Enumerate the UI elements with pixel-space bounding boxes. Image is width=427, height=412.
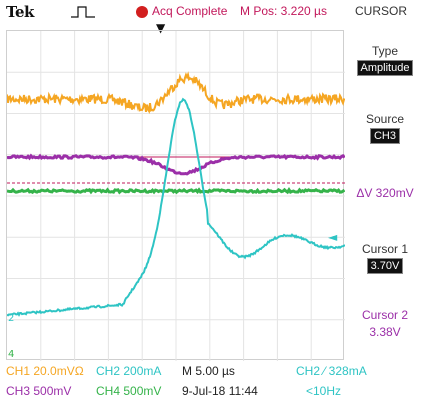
status-header: Tek Acq Complete M Pos: 3.220 µs CURSOR … bbox=[0, 0, 427, 34]
ch3-waveform bbox=[7, 153, 345, 176]
acquisition-status: Acq Complete bbox=[152, 4, 228, 18]
cursor2-label: Cursor 2 bbox=[361, 308, 408, 322]
cursor1-menu-item[interactable]: Cursor 1 3.70V bbox=[346, 242, 424, 274]
ch2-ground-marker: 2 bbox=[8, 313, 14, 324]
cursor2-menu-item[interactable]: Cursor 2 3.38V bbox=[346, 308, 424, 339]
timebase[interactable]: M 5.00 µs bbox=[182, 364, 235, 378]
type-menu-item[interactable]: Type Amplitude bbox=[346, 44, 424, 76]
ch2-scale[interactable]: CH2 200mA bbox=[96, 364, 162, 378]
date-time: 9-Jul-18 11:44 bbox=[182, 384, 258, 398]
ch1-waveform bbox=[7, 71, 345, 115]
acquisition-status-icon bbox=[136, 6, 148, 18]
waveform-display[interactable]: 2 4 ◄ bbox=[6, 30, 345, 361]
cursor2-value: 3.38V bbox=[369, 325, 401, 339]
type-label: Type bbox=[371, 44, 398, 58]
cursor1-value: 3.70V bbox=[366, 258, 404, 274]
ch2-waveform bbox=[7, 97, 345, 317]
menu-title: CURSOR bbox=[355, 4, 408, 18]
brand-logo: Tek bbox=[6, 3, 34, 21]
graticule bbox=[7, 31, 345, 361]
horizontal-position: M Pos: 3.220 µs bbox=[240, 4, 327, 18]
ch4-scale[interactable]: CH4 500mV bbox=[96, 384, 162, 398]
source-value: CH3 bbox=[369, 128, 400, 144]
trigger-position-marker: ▼ bbox=[156, 21, 166, 35]
source-label: Source bbox=[365, 112, 405, 126]
ch4-waveform bbox=[7, 187, 345, 195]
trigger-frequency: <10Hz bbox=[306, 384, 342, 398]
ch2-trigger-level-marker: ◄ bbox=[328, 230, 338, 244]
source-menu-item[interactable]: Source CH3 bbox=[346, 112, 424, 144]
cursor1-label: Cursor 1 bbox=[361, 242, 408, 256]
status-footer: CH1 20.0mVΩ CH2 200mA M 5.00 µs CH2 ⁄ 32… bbox=[0, 360, 427, 412]
delta-v-readout: ΔV 320mV bbox=[356, 186, 414, 200]
pulse-trigger-icon bbox=[70, 4, 96, 18]
cursor-menu: Type Amplitude Source CH3 ΔV 320mV Curso… bbox=[346, 30, 424, 360]
ch1-scale[interactable]: CH1 20.0mVΩ bbox=[6, 364, 84, 378]
ch3-scale[interactable]: CH3 500mV bbox=[6, 384, 72, 398]
trigger-setting[interactable]: CH2 ⁄ 328mA bbox=[296, 364, 367, 378]
ch4-ground-marker: 4 bbox=[8, 349, 14, 360]
type-value: Amplitude bbox=[356, 60, 414, 76]
